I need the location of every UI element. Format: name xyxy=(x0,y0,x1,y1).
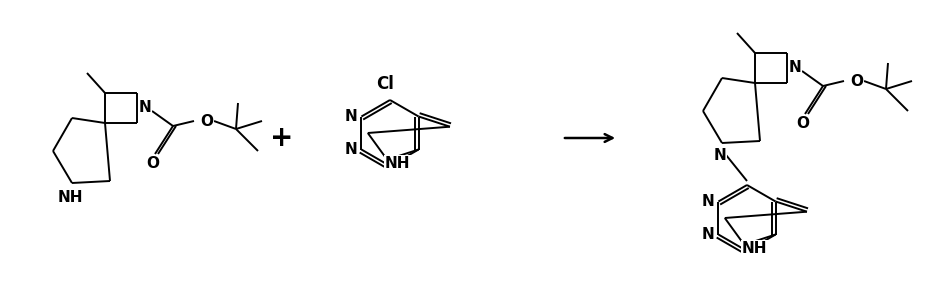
Text: NH: NH xyxy=(384,156,410,171)
Text: NH: NH xyxy=(741,241,767,256)
Text: O: O xyxy=(200,114,213,128)
Text: +: + xyxy=(270,124,294,152)
Text: O: O xyxy=(851,74,864,89)
Text: N: N xyxy=(714,148,726,162)
Text: N: N xyxy=(346,109,358,124)
Text: O: O xyxy=(797,117,810,131)
Text: NH: NH xyxy=(58,190,83,204)
Text: N: N xyxy=(702,194,715,209)
Text: N: N xyxy=(788,60,801,75)
Text: O: O xyxy=(146,156,160,172)
Text: N: N xyxy=(702,227,715,242)
Text: N: N xyxy=(139,100,151,116)
Text: Cl: Cl xyxy=(376,75,394,93)
Text: N: N xyxy=(346,142,358,157)
